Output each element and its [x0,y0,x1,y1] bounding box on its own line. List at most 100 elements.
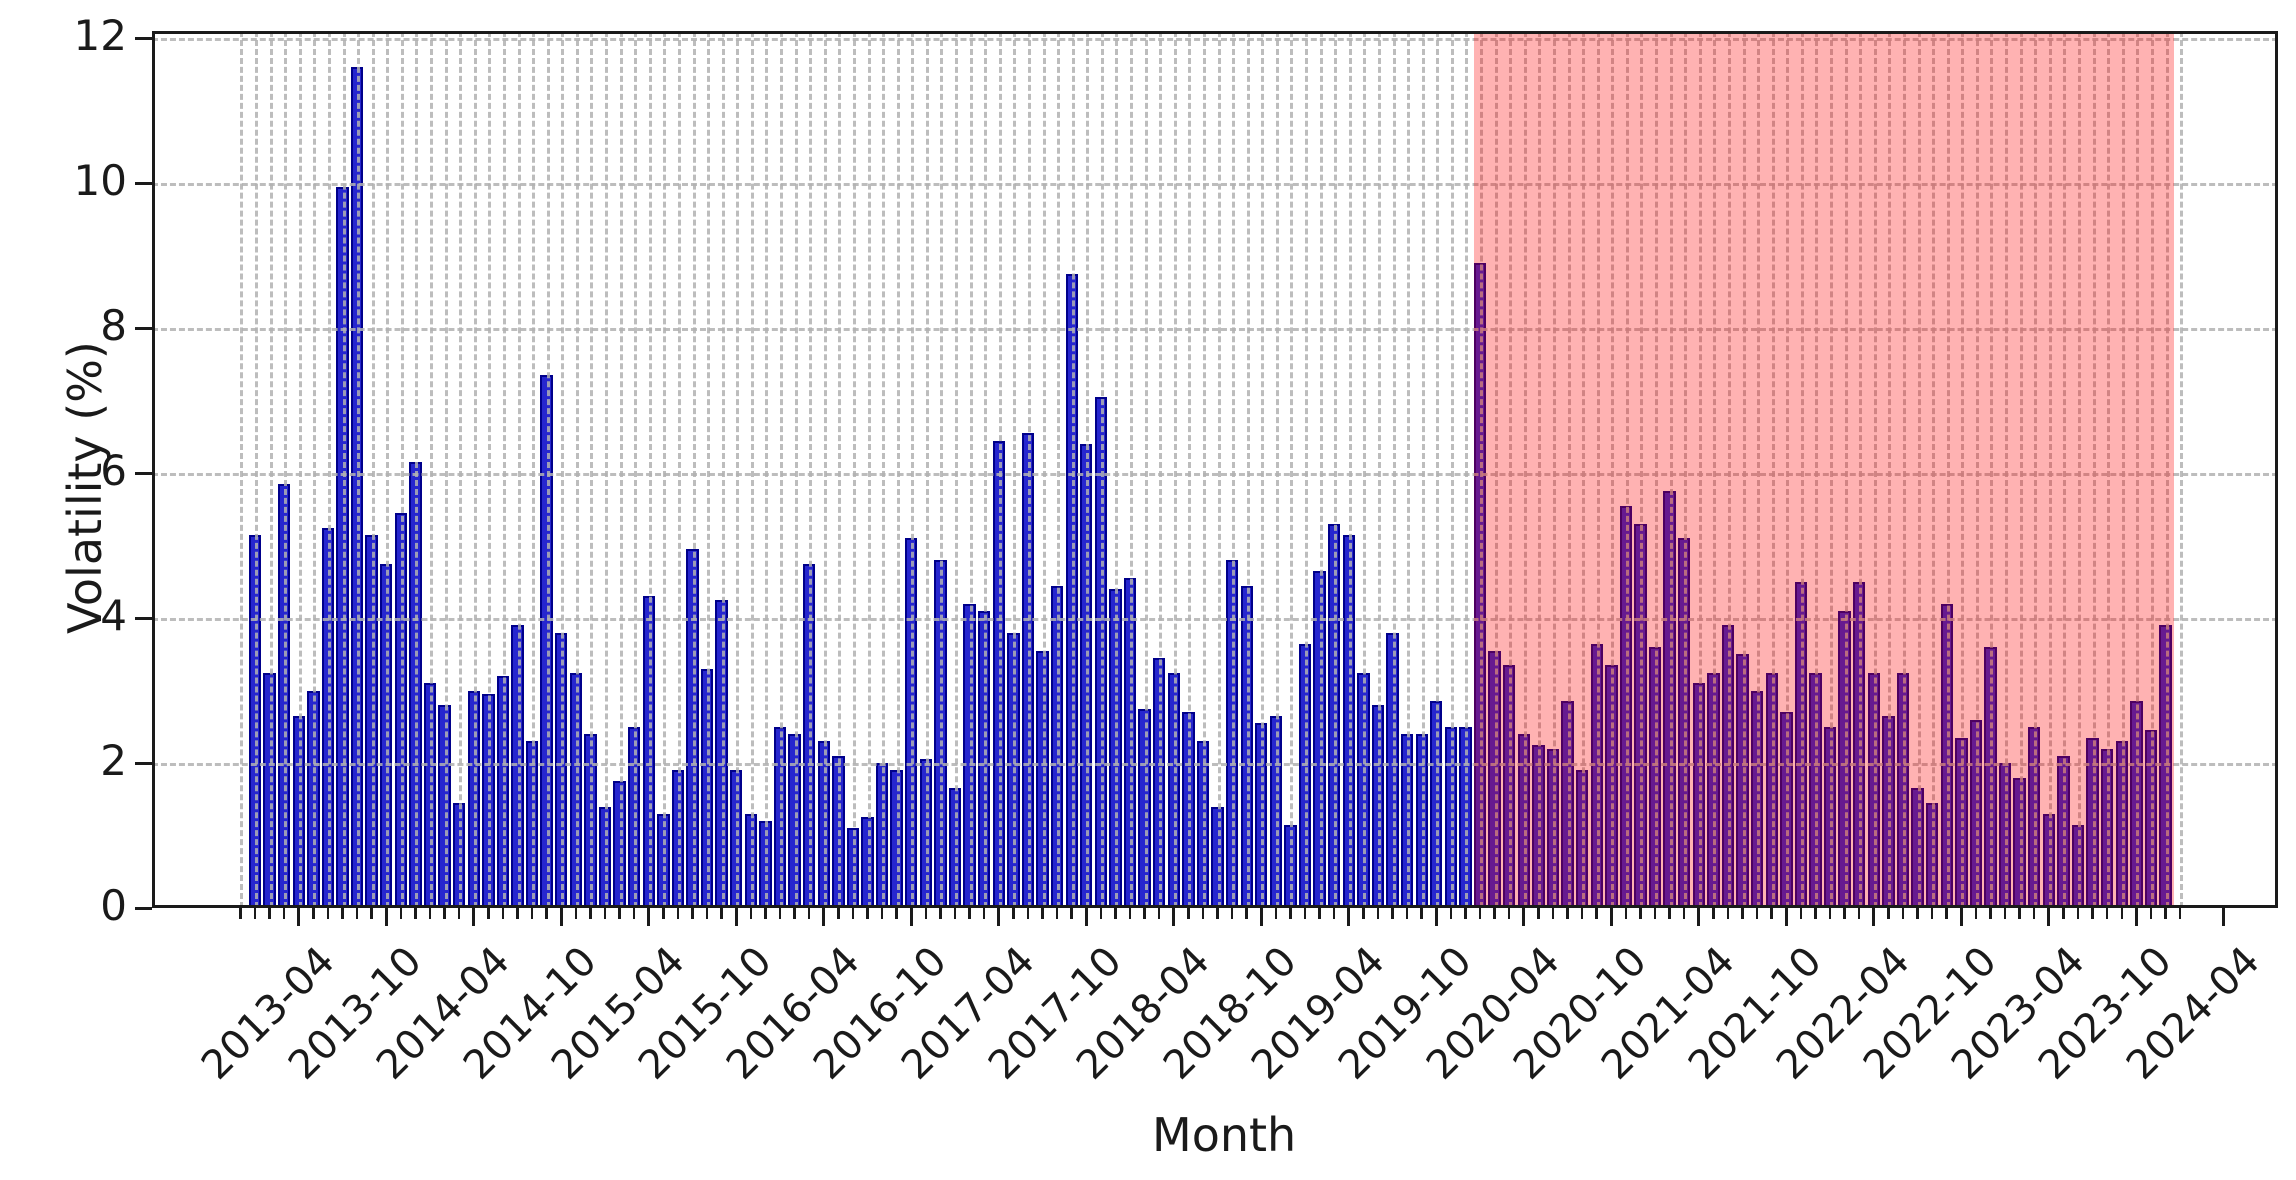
month-gridline-56 [1071,31,1075,908]
month-gridline-50 [984,31,988,908]
y-tick-label-4: 4 [100,591,127,641]
month-gridline-77 [1377,31,1381,908]
month-gridline-39 [823,31,827,908]
month-gridline-31 [707,31,711,908]
x-minor-tick-24 [603,908,607,919]
month-gridline--1 [240,31,244,908]
y-tick-label-6: 6 [100,446,127,496]
month-gridline-59 [1115,31,1119,908]
x-minor-tick-14 [457,908,461,919]
x-minor-tick-116 [1945,908,1948,919]
x-minor-tick-42 [866,908,869,919]
y-tick-label-8: 8 [100,301,127,351]
month-gridline-88 [1538,31,1542,908]
month-gridline-6 [342,31,346,908]
month-gridline-93 [1611,31,1615,908]
month-gridline-74 [1334,31,1338,908]
x-major-tick-2015-04 [647,908,651,926]
month-gridline-40 [838,31,842,908]
month-gridline-104 [1771,31,1775,908]
month-gridline-102 [1742,31,1746,908]
x-minor-tick-43 [880,908,884,919]
month-gridline-113 [1902,31,1906,908]
month-gridline-57 [1086,31,1090,908]
x-minor-tick-67 [1230,908,1234,919]
month-gridline-86 [1509,31,1513,908]
month-gridline-78 [1392,31,1396,908]
month-gridline-114 [1917,31,1921,908]
y-gridline-8 [152,328,2278,332]
y-tick-8 [135,326,152,330]
x-minor-tick-31 [705,908,709,919]
x-minor-tick-122 [2032,908,2036,919]
month-gridline-90 [1567,31,1571,908]
month-gridline-66 [1217,31,1221,908]
month-gridline-34 [750,31,754,908]
month-gridline-32 [721,31,725,908]
x-minor-tick-20 [545,908,548,919]
month-gridline-87 [1523,31,1527,908]
x-major-tick-2022-04 [1872,908,1876,926]
x-minor-tick-101 [1726,908,1730,919]
y-gridline-4 [152,618,2278,622]
x-minor-tick-66 [1216,908,1219,919]
month-gridline-51 [998,31,1002,908]
month-gridline-76 [1363,31,1367,908]
month-gridline-89 [1552,31,1556,908]
y-gridline-12 [152,38,2278,42]
x-minor-tick-55 [1055,908,1059,919]
x-minor-tick-125 [2076,908,2080,919]
y-gridline-2 [152,763,2278,767]
month-gridline-5 [327,31,331,908]
x-minor-tick-36 [778,908,782,919]
month-gridline-72 [1305,31,1309,908]
x-minor-tick-35 [764,908,767,919]
x-minor-tick-34 [749,908,753,919]
month-gridline-108 [1830,31,1834,908]
x-major-tick-2023-04 [2047,908,2051,926]
x-major-tick-2022-10 [1959,908,1963,926]
x-major-tick-2014-04 [472,908,476,926]
month-gridline-67 [1232,31,1236,908]
month-gridline-75 [1348,31,1352,908]
x-minor-tick-86 [1507,908,1511,919]
month-gridline-9 [386,31,390,908]
x-minor-tick-95 [1639,908,1642,919]
x-minor-tick-32 [720,908,723,919]
month-gridline-95 [1640,31,1644,908]
month-gridline-80 [1421,31,1425,908]
month-gridline-64 [1188,31,1192,908]
x-minor-tick-120 [2003,908,2007,919]
month-gridline-127 [2107,31,2111,908]
x-minor-tick-7 [355,908,359,919]
x-major-tick-2016-04 [822,908,826,926]
x-minor-tick-131 [2164,908,2167,919]
month-gridline-121 [2019,31,2023,908]
month-gridline-107 [1815,31,1819,908]
month-gridline-116 [1946,31,1950,908]
y-tick-2 [135,761,152,765]
x-minor-tick-96 [1653,908,1657,919]
month-gridline-112 [1888,31,1892,908]
x-minor-tick-19 [530,908,534,919]
x-major-tick-2024-04 [2222,908,2226,926]
x-minor-tick-13 [443,908,446,919]
month-gridline-69 [1261,31,1265,908]
month-gridline-98 [1684,31,1688,908]
month-gridline-18 [517,31,521,908]
month-gridline-124 [2063,31,2067,908]
x-minor-tick-0 [253,908,257,919]
month-gridline-28 [663,31,667,908]
month-gridline-30 [692,31,696,908]
month-gridline-1 [269,31,273,908]
month-gridline-16 [488,31,492,908]
x-minor-tick-94 [1624,908,1628,919]
month-gridline-11 [415,31,419,908]
x-minor-tick-17 [501,908,505,919]
month-gridline-129 [2136,31,2140,908]
month-gridline-117 [1961,31,1965,908]
month-gridline-85 [1494,31,1498,908]
x-minor-tick-46 [924,908,928,919]
y-tick-label-12: 12 [73,11,127,61]
x-minor-tick-85 [1493,908,1496,919]
